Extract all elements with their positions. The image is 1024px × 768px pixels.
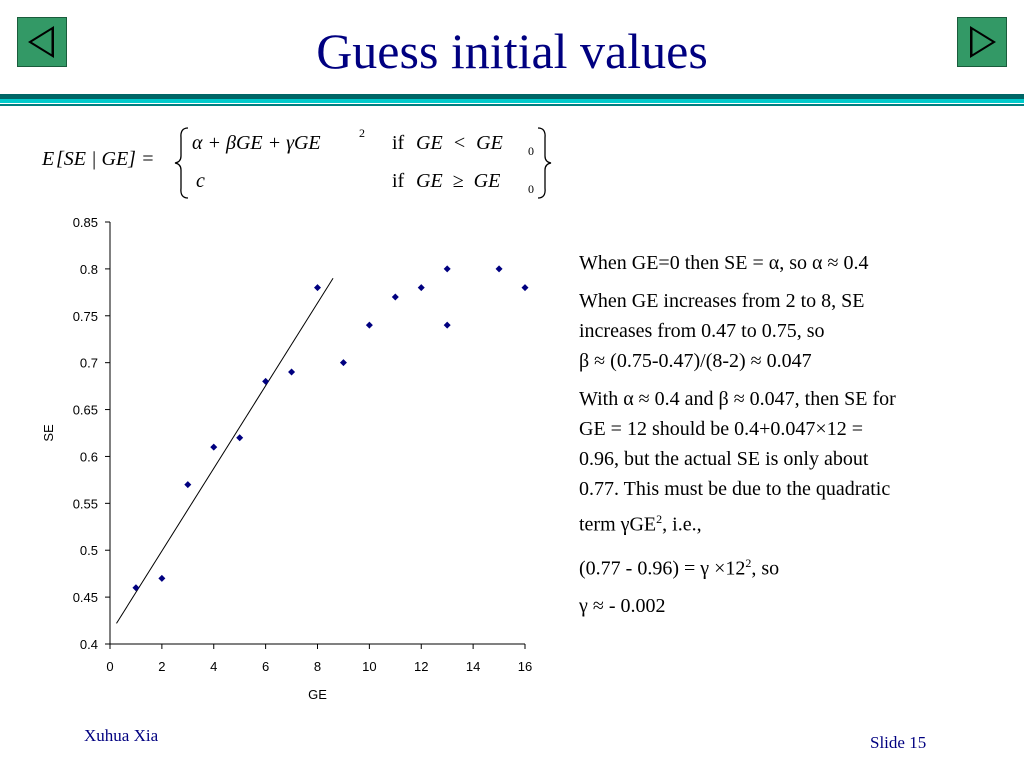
- slide-title: Guess initial values: [316, 23, 708, 79]
- y-axis-title: SE: [41, 424, 56, 442]
- data-point: [365, 321, 373, 329]
- data-point: [236, 434, 244, 442]
- x-tick-label: 4: [210, 659, 217, 674]
- y-tick-label: 0.6: [80, 449, 98, 464]
- y-tick-label: 0.85: [73, 215, 98, 230]
- triangle-left-icon: [28, 26, 54, 58]
- note-quadratic-line5: term γGE: [579, 513, 657, 536]
- y-tick-label: 0.4: [80, 637, 98, 652]
- x-tick-label: 2: [158, 659, 165, 674]
- note-quadratic-line1: With α ≈ 0.4 and β ≈ 0.047, then SE for: [579, 388, 896, 410]
- y-tick-label: 0.45: [73, 590, 98, 605]
- note-quadratic-line3: 0.96, but the actual SE is only about: [579, 448, 869, 470]
- formula-case2-sub: 0: [528, 182, 534, 196]
- note-gamma-equation: (0.77 - 0.96) = γ ×122, so: [579, 548, 1004, 584]
- data-point: [288, 368, 296, 376]
- note-gamma-equation-end: , so: [751, 557, 780, 580]
- formula-lhs-e: E: [42, 148, 55, 170]
- previous-slide-button[interactable]: [17, 17, 67, 67]
- title-rule-thin: [0, 104, 1024, 106]
- formula-case2-cond: GE ≥ GE: [416, 170, 501, 192]
- note-beta-line1: When GE increases from 2 to 8, SE: [579, 290, 865, 312]
- note-gamma-equation-text: (0.77 - 0.96) = γ ×12: [579, 557, 746, 580]
- note-quadratic-line2: GE = 12 should be 0.4+0.047×12 =: [579, 418, 863, 440]
- x-tick-label: 10: [362, 659, 376, 674]
- triangle-right-icon: [970, 26, 996, 58]
- data-point: [184, 481, 192, 489]
- note-gamma-result: γ ≈ - 0.002: [579, 595, 666, 618]
- note-beta: When GE increases from 2 to 8, SE increa…: [579, 286, 1004, 376]
- x-tick-label: 14: [466, 659, 480, 674]
- y-tick-label: 0.75: [73, 309, 98, 324]
- scatter-chart: 0.4 0.45 0.5 0.55 0.6 0.65 0.7 0.75 0.8 0.85 0 2 4 6 8…: [41, 215, 532, 702]
- formula-lhs-args: [SE | GE] =: [56, 148, 155, 170]
- data-point: [443, 321, 451, 329]
- note-gamma-equation-sup: 2: [745, 555, 752, 570]
- model-formula: E [SE | GE] = α + βGE + γGE 2 if GE < GE…: [40, 126, 580, 200]
- formula-case2-expr: c: [196, 170, 205, 192]
- formula-case1-sub: 0: [528, 144, 534, 158]
- data-point: [132, 584, 140, 592]
- x-axis-title: GE: [308, 687, 327, 702]
- slide-number: Slide 15: [870, 733, 927, 752]
- y-tick-label: 0.8: [80, 262, 98, 277]
- explanation-notes: When GE=0 then SE = α, so α ≈ 0.4 When G…: [579, 248, 1004, 629]
- data-point: [210, 443, 218, 451]
- x-tick-label: 12: [414, 659, 428, 674]
- note-quadratic: With α ≈ 0.4 and β ≈ 0.047, then SE for …: [579, 384, 1004, 540]
- x-tick-label: 8: [314, 659, 321, 674]
- right-brace: [537, 127, 552, 199]
- next-slide-button[interactable]: [957, 17, 1007, 67]
- note-quadratic-line4: 0.77. This must be due to the quadratic: [579, 478, 891, 500]
- formula-case1-expr: α + βGE + γGE: [192, 132, 321, 154]
- trend-line: [116, 278, 334, 624]
- x-tick-label: 6: [262, 659, 269, 674]
- title-rule-teal: [0, 99, 1024, 103]
- data-point: [339, 359, 347, 367]
- formula-case2-if: if: [392, 170, 405, 192]
- data-point: [417, 284, 425, 292]
- left-brace: [174, 127, 189, 199]
- formula-case1-if: if: [392, 132, 405, 154]
- data-point: [262, 377, 270, 385]
- y-tick-label: 0.55: [73, 496, 98, 511]
- formula-case1-cond: GE < GE: [416, 132, 503, 154]
- note-quadratic-sup: 2: [656, 512, 663, 526]
- note-alpha: When GE=0 then SE = α, so α ≈ 0.4: [579, 252, 869, 274]
- formula-case1-sup: 2: [359, 126, 365, 140]
- data-point: [443, 265, 451, 273]
- note-beta-line3: β ≈ (0.75-0.47)/(8-2) ≈ 0.047: [579, 350, 812, 372]
- data-point: [314, 284, 321, 292]
- data-point: [495, 265, 503, 273]
- y-tick-label: 0.65: [73, 403, 98, 418]
- note-quadratic-line5-end: , i.e.,: [662, 513, 702, 536]
- title-rule-dark: [0, 94, 1024, 99]
- author-name: Xuhua Xia: [84, 726, 159, 745]
- note-beta-line2: increases from 0.47 to 0.75, so: [579, 320, 825, 342]
- x-tick-label: 0: [106, 659, 113, 674]
- y-tick-label: 0.7: [80, 356, 98, 371]
- data-point: [158, 574, 166, 582]
- data-point: [391, 293, 399, 301]
- data-point: [521, 284, 529, 292]
- x-tick-label: 16: [518, 659, 532, 674]
- y-tick-label: 0.5: [80, 543, 98, 558]
